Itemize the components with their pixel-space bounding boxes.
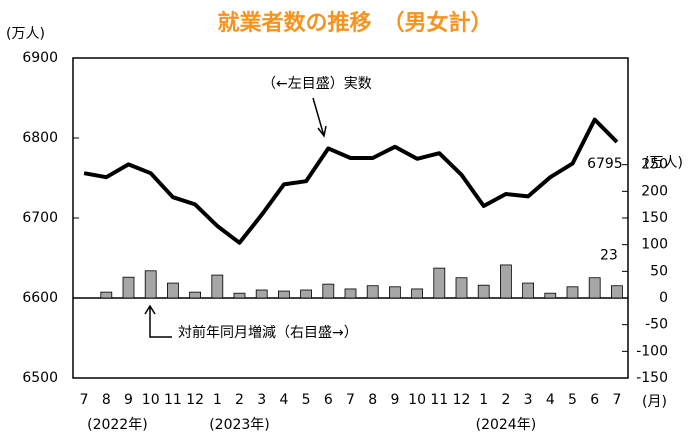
x-tick-label: 7 — [346, 392, 355, 408]
y-tick-label: 6700 — [22, 210, 58, 226]
x-tick-label: 2 — [235, 392, 244, 408]
x-tick-label: 5 — [302, 392, 311, 408]
bar — [233, 292, 246, 299]
line-value-label: 6795 — [587, 156, 623, 172]
bar — [277, 290, 290, 299]
x-tick-label: 6 — [590, 392, 599, 408]
bar — [144, 270, 157, 299]
line-annotation: （←左目盛）実数 — [262, 76, 372, 92]
bar-value-label: 23 — [600, 248, 618, 264]
year-label: (2022年) — [87, 417, 148, 433]
bar — [611, 285, 623, 299]
bar — [366, 285, 379, 299]
y-unit: (万人) — [6, 26, 45, 42]
bar — [322, 283, 335, 299]
bar-annotation: 対前年同月増減（右目盛→） — [178, 324, 358, 341]
y2-unit: (万人) — [644, 155, 683, 171]
x-tick-label: 1 — [479, 392, 488, 408]
x-tick-label: 9 — [390, 392, 399, 408]
y2-tick-label: 100 — [641, 237, 668, 253]
bar — [455, 277, 468, 299]
y-tick-label: 6500 — [22, 370, 58, 386]
bar — [388, 286, 401, 299]
year-label: (2023年) — [209, 417, 270, 433]
x-tick-label: 2 — [501, 392, 510, 408]
y2-tick-label: 250 — [641, 157, 668, 173]
x-tick-label: 11 — [430, 392, 448, 408]
x-tick-label: 12 — [186, 392, 204, 408]
y2-tick-label: 200 — [641, 183, 668, 199]
bar — [433, 267, 446, 299]
bar — [166, 282, 179, 299]
y-tick-label: 6600 — [22, 290, 58, 306]
x-tick-label: 11 — [164, 392, 182, 408]
bar — [211, 274, 224, 299]
x-tick-label: 3 — [524, 392, 533, 408]
x-tick-label: 6 — [324, 392, 333, 408]
y2-tick-label: -100 — [636, 343, 668, 359]
annotation-arrow — [312, 97, 327, 138]
bar — [300, 289, 313, 299]
x-tick-label: 5 — [568, 392, 577, 408]
x-tick-label: 1 — [213, 392, 222, 408]
x-tick-label: 10 — [142, 392, 160, 408]
y2-tick-label: -50 — [645, 317, 668, 333]
year-label: (2024年) — [476, 417, 537, 433]
x-tick-label: 7 — [80, 392, 89, 408]
y2-tick-label: 50 — [650, 263, 668, 279]
bar — [522, 282, 534, 299]
bar — [344, 288, 357, 299]
bar — [255, 289, 268, 299]
annotation-arrow — [144, 304, 172, 338]
y2-tick-label: -150 — [636, 370, 668, 386]
bar — [189, 291, 202, 299]
x-unit: (月) — [642, 394, 667, 410]
bar — [499, 264, 512, 299]
chart-title: 就業者数の推移 （男女計） — [217, 10, 492, 36]
bar — [566, 286, 579, 299]
y2-tick-label: 0 — [659, 290, 668, 306]
x-tick-label: 7 — [612, 392, 621, 408]
bar — [100, 291, 113, 299]
bar — [477, 284, 490, 299]
line — [83, 117, 619, 245]
x-tick-label: 4 — [546, 392, 555, 408]
x-tick-label: 10 — [408, 392, 426, 408]
x-tick-label: 8 — [102, 392, 111, 408]
bar — [588, 277, 601, 299]
y2-tick-label: 150 — [641, 210, 668, 226]
bar — [544, 292, 557, 299]
bar — [122, 276, 135, 299]
y-tick-label: 6900 — [22, 50, 58, 66]
bar — [411, 288, 424, 299]
x-tick-label: 3 — [257, 392, 266, 408]
x-tick-label: 12 — [453, 392, 471, 408]
y-tick-label: 6800 — [22, 130, 58, 146]
x-tick-label: 8 — [368, 392, 377, 408]
x-tick-label: 4 — [279, 392, 288, 408]
x-tick-label: 9 — [124, 392, 133, 408]
